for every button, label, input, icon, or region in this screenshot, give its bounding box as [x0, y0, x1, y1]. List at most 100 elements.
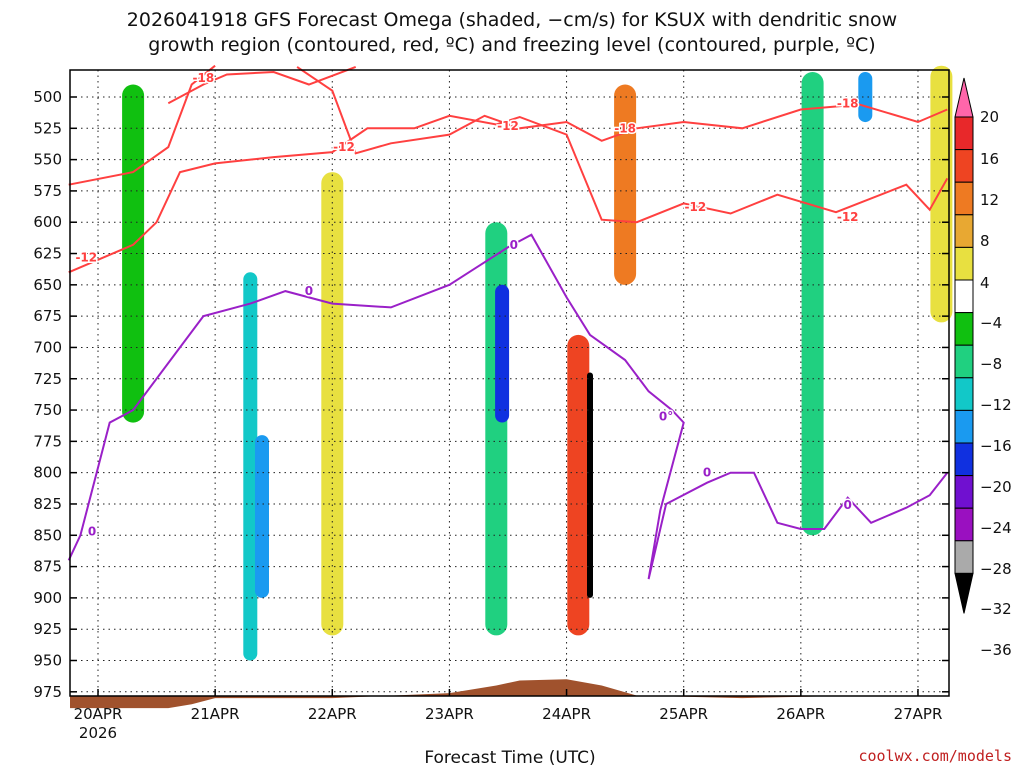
colorbar-label: −8 — [980, 355, 1002, 373]
x-tick-label: 25APR — [659, 705, 708, 723]
omega-shading — [122, 65, 953, 661]
colorbar-swatch — [954, 279, 974, 314]
colorbar-label: 8 — [980, 232, 990, 250]
colorbar-label: 20 — [980, 108, 999, 126]
colorbar-label: −32 — [980, 600, 1012, 618]
x-tick-label: 22APR — [308, 705, 357, 723]
y-tick-label: 950 — [33, 652, 62, 670]
freezing-level-label: 0 — [703, 466, 711, 480]
colorbar-label: 4 — [980, 274, 990, 292]
omega-plume — [571, 397, 586, 473]
omega-plume — [801, 72, 824, 536]
dgz-contour-minus18 — [167, 65, 357, 105]
colorbar-swatch — [954, 507, 974, 542]
chart-title-line1: 2026041918 GFS Forecast Omega (shaded, −… — [127, 9, 897, 31]
freezing-level-contours: 0 0 0 0° 0 0 — [67, 233, 949, 580]
y-tick-label: 975 — [33, 683, 62, 701]
colorbar-swatch — [954, 572, 974, 614]
colorbar-swatch — [954, 246, 974, 281]
dgz-contours: -18 -12 -12 -12 -18 -12 -18 -12 — [68, 64, 949, 274]
omega-plume — [930, 65, 953, 323]
y-tick-label: 700 — [33, 338, 62, 356]
dgz-contour-label: -12 — [333, 140, 355, 154]
y-tick-label: 500 — [33, 88, 62, 106]
dgz-contour-label: -12 — [685, 200, 707, 214]
freezing-level-line — [67, 233, 949, 580]
y-tick-label: 900 — [33, 589, 62, 607]
y-axis-ticks: 500 525 550 575 600 625 650 675 700 725 750 775 800 8… — [33, 88, 949, 701]
dgz-contour-minus12_lower — [68, 114, 949, 274]
y-tick-label: 850 — [33, 526, 62, 544]
freezing-level-label: 0 — [305, 284, 313, 298]
colorbar-label: −36 — [980, 641, 1012, 659]
colorbar-swatch — [954, 442, 974, 477]
x-tick-label: 24APR — [542, 705, 591, 723]
colorbar-label: −20 — [980, 478, 1012, 496]
colorbar-swatch — [954, 214, 974, 248]
y-tick-label: 575 — [33, 182, 62, 200]
freezing-level-label: 0° — [659, 409, 673, 423]
x-axis-ticks: 20APR 21APR 22APR 23APR 24APR 25APR 26APR 27APR — [74, 689, 943, 723]
omega-plume — [858, 72, 873, 123]
dgz-contour-label: -18 — [837, 96, 859, 110]
x-axis-title: Forecast Time (UTC) — [424, 748, 595, 768]
dgz-contour-minus12_mid — [296, 66, 948, 155]
colorbar: 20 16 12 8 4 −4 −8 −12 −16 −20 −24 −28 −32 −36 — [954, 77, 1012, 659]
x-year-label: 2026 — [79, 724, 117, 742]
plot-frame — [69, 69, 950, 697]
y-tick-label: 875 — [33, 558, 62, 576]
colorbar-label: −12 — [980, 396, 1012, 414]
chart-title-line2: growth region (contoured, red, ºC) and f… — [148, 34, 875, 56]
x-tick-label: 21APR — [191, 705, 240, 723]
terrain-fill — [70, 679, 949, 709]
y-tick-label: 725 — [33, 370, 62, 388]
omega-plume — [614, 84, 637, 285]
dgz-contour-minus12_upper — [68, 64, 216, 186]
x-tick-label: 26APR — [776, 705, 825, 723]
y-tick-label: 925 — [33, 620, 62, 638]
y-tick-label: 600 — [33, 213, 62, 231]
y-tick-label: 525 — [33, 119, 62, 137]
omega-plume — [567, 334, 590, 636]
y-tick-label: 625 — [33, 245, 62, 263]
omega-plume — [485, 222, 508, 636]
colorbar-label: −28 — [980, 560, 1012, 578]
dgz-contour-label: -12 — [837, 210, 859, 224]
x-tick-label: 23APR — [425, 705, 474, 723]
x-tick-label: 27APR — [894, 705, 943, 723]
colorbar-swatch — [954, 475, 974, 509]
colorbar-swatch — [954, 181, 974, 216]
omega-plume — [321, 172, 344, 636]
y-tick-label: 750 — [33, 401, 62, 419]
colorbar-swatch — [954, 312, 974, 346]
y-tick-label: 650 — [33, 276, 62, 294]
dgz-contour-label: -18 — [614, 121, 636, 135]
colorbar-swatch — [954, 116, 974, 151]
colorbar-swatch — [954, 377, 974, 411]
omega-plume — [255, 435, 269, 598]
y-tick-label: 825 — [33, 495, 62, 513]
omega-plume — [587, 372, 593, 598]
colorbar-swatch — [954, 149, 974, 183]
freezing-level-label: 0 — [844, 498, 852, 512]
colorbar-swatch — [954, 409, 974, 444]
colorbar-swatch — [954, 344, 974, 379]
colorbar-label: −16 — [980, 437, 1012, 455]
dgz-contour-label: -12 — [75, 250, 97, 264]
omega-plume — [495, 284, 510, 423]
x-tick-label: 20APR — [74, 705, 123, 723]
omega-plume — [243, 272, 258, 661]
freezing-level-label: 0 — [510, 238, 518, 252]
dgz-contour-label: -18 — [193, 71, 215, 85]
y-tick-label: 550 — [33, 151, 62, 169]
colorbar-label: 12 — [980, 191, 999, 209]
y-tick-label: 775 — [33, 432, 62, 450]
colorbar-label: −4 — [980, 314, 1002, 332]
colorbar-swatch — [954, 77, 974, 118]
credit-label: coolwx.com/models — [858, 747, 1012, 765]
terrain — [70, 679, 949, 709]
y-tick-label: 675 — [33, 307, 62, 325]
y-tick-label: 800 — [33, 464, 62, 482]
colorbar-swatch — [954, 540, 974, 574]
